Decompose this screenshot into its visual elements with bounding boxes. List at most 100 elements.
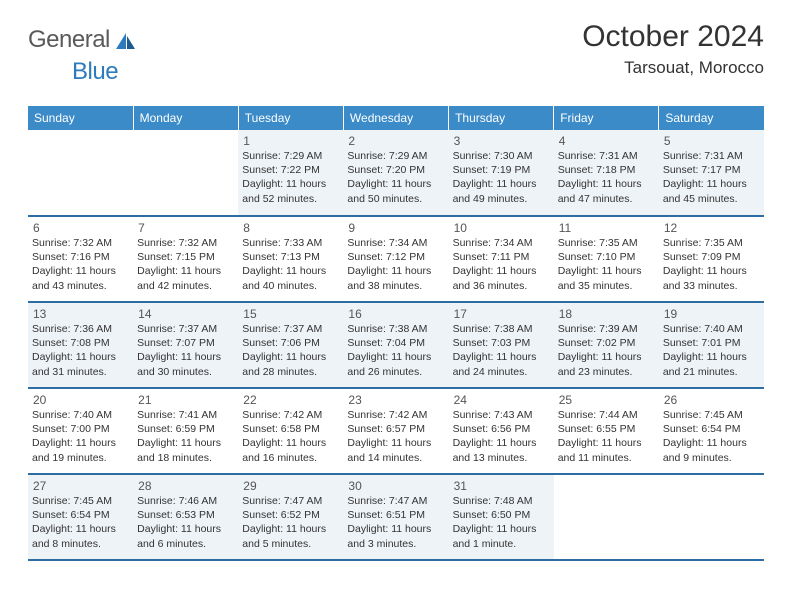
day-line: and 16 minutes. [242,451,337,465]
weekday-header: Sunday [28,106,133,130]
day-line: Sunset: 7:18 PM [558,163,653,177]
calendar-cell: 22Sunrise: 7:42 AMSunset: 6:58 PMDayligh… [238,388,343,474]
day-line: Sunset: 6:52 PM [242,508,337,522]
day-line: Daylight: 11 hours [137,264,232,278]
day-line: Sunrise: 7:41 AM [137,408,232,422]
day-line: and 43 minutes. [32,279,127,293]
calendar-cell: 1Sunrise: 7:29 AMSunset: 7:22 PMDaylight… [238,130,343,216]
day-line: and 42 minutes. [137,279,232,293]
day-number: 15 [240,305,339,322]
calendar-cell [28,130,133,216]
weekday-header: Tuesday [238,106,343,130]
day-line: Sunrise: 7:45 AM [32,494,127,508]
day-line: Sunset: 7:11 PM [453,250,548,264]
day-line: Daylight: 11 hours [453,522,548,536]
calendar-cell: 26Sunrise: 7:45 AMSunset: 6:54 PMDayligh… [659,388,764,474]
day-line: Daylight: 11 hours [663,436,758,450]
day-line: and 31 minutes. [32,365,127,379]
day-line: Sunrise: 7:35 AM [558,236,653,250]
day-content: Sunrise: 7:32 AMSunset: 7:16 PMDaylight:… [30,236,129,293]
day-line: Daylight: 11 hours [242,522,337,536]
day-line: Daylight: 11 hours [242,350,337,364]
day-number: 21 [135,391,234,408]
day-content: Sunrise: 7:41 AMSunset: 6:59 PMDaylight:… [135,408,234,465]
day-number: 2 [345,132,444,149]
location: Tarsouat, Morocco [582,58,764,78]
calendar-cell: 28Sunrise: 7:46 AMSunset: 6:53 PMDayligh… [133,474,238,560]
day-number: 27 [30,477,129,494]
calendar-week-row: 6Sunrise: 7:32 AMSunset: 7:16 PMDaylight… [28,216,764,302]
calendar-cell: 12Sunrise: 7:35 AMSunset: 7:09 PMDayligh… [659,216,764,302]
weekday-header: Saturday [659,106,764,130]
day-line: Sunset: 7:04 PM [347,336,442,350]
calendar-cell: 8Sunrise: 7:33 AMSunset: 7:13 PMDaylight… [238,216,343,302]
day-content: Sunrise: 7:38 AMSunset: 7:04 PMDaylight:… [345,322,444,379]
day-line: Daylight: 11 hours [663,350,758,364]
day-line: Sunset: 7:22 PM [242,163,337,177]
day-number: 10 [451,219,550,236]
day-line: Sunset: 7:19 PM [453,163,548,177]
day-content: Sunrise: 7:31 AMSunset: 7:17 PMDaylight:… [661,149,760,206]
day-line: Sunrise: 7:37 AM [137,322,232,336]
day-content: Sunrise: 7:29 AMSunset: 7:22 PMDaylight:… [240,149,339,206]
day-content: Sunrise: 7:42 AMSunset: 6:57 PMDaylight:… [345,408,444,465]
day-line: Sunrise: 7:38 AM [453,322,548,336]
calendar-cell: 19Sunrise: 7:40 AMSunset: 7:01 PMDayligh… [659,302,764,388]
calendar-cell: 4Sunrise: 7:31 AMSunset: 7:18 PMDaylight… [554,130,659,216]
day-line: and 52 minutes. [242,192,337,206]
day-line: and 8 minutes. [32,537,127,551]
day-line: and 50 minutes. [347,192,442,206]
day-line: and 13 minutes. [453,451,548,465]
day-content: Sunrise: 7:40 AMSunset: 7:01 PMDaylight:… [661,322,760,379]
day-content: Sunrise: 7:43 AMSunset: 6:56 PMDaylight:… [451,408,550,465]
day-line: and 38 minutes. [347,279,442,293]
day-content: Sunrise: 7:36 AMSunset: 7:08 PMDaylight:… [30,322,129,379]
day-line: Daylight: 11 hours [558,350,653,364]
weekday-header-row: Sunday Monday Tuesday Wednesday Thursday… [28,106,764,130]
day-line: Sunset: 7:01 PM [663,336,758,350]
day-line: and 36 minutes. [453,279,548,293]
day-line: and 3 minutes. [347,537,442,551]
day-line: Daylight: 11 hours [137,522,232,536]
calendar-week-row: 1Sunrise: 7:29 AMSunset: 7:22 PMDaylight… [28,130,764,216]
day-line: Sunset: 6:51 PM [347,508,442,522]
day-line: Daylight: 11 hours [347,177,442,191]
day-content: Sunrise: 7:35 AMSunset: 7:09 PMDaylight:… [661,236,760,293]
calendar-cell: 30Sunrise: 7:47 AMSunset: 6:51 PMDayligh… [343,474,448,560]
calendar-cell: 13Sunrise: 7:36 AMSunset: 7:08 PMDayligh… [28,302,133,388]
day-line: and 49 minutes. [453,192,548,206]
day-line: Sunrise: 7:29 AM [347,149,442,163]
day-line: Daylight: 11 hours [137,436,232,450]
day-content: Sunrise: 7:38 AMSunset: 7:03 PMDaylight:… [451,322,550,379]
calendar-week-row: 13Sunrise: 7:36 AMSunset: 7:08 PMDayligh… [28,302,764,388]
day-line: and 28 minutes. [242,365,337,379]
day-line: and 5 minutes. [242,537,337,551]
day-number: 29 [240,477,339,494]
day-number: 25 [556,391,655,408]
day-line: Sunset: 7:07 PM [137,336,232,350]
day-number: 11 [556,219,655,236]
calendar-cell: 3Sunrise: 7:30 AMSunset: 7:19 PMDaylight… [449,130,554,216]
calendar-cell: 6Sunrise: 7:32 AMSunset: 7:16 PMDaylight… [28,216,133,302]
day-number: 31 [451,477,550,494]
day-line: Sunrise: 7:43 AM [453,408,548,422]
calendar-cell: 31Sunrise: 7:48 AMSunset: 6:50 PMDayligh… [449,474,554,560]
calendar-cell: 17Sunrise: 7:38 AMSunset: 7:03 PMDayligh… [449,302,554,388]
day-content: Sunrise: 7:33 AMSunset: 7:13 PMDaylight:… [240,236,339,293]
day-line: Daylight: 11 hours [347,264,442,278]
day-line: Daylight: 11 hours [347,350,442,364]
weekday-header: Thursday [449,106,554,130]
day-line: Sunset: 6:50 PM [453,508,548,522]
day-line: Sunrise: 7:42 AM [347,408,442,422]
day-line: Daylight: 11 hours [558,436,653,450]
day-number: 13 [30,305,129,322]
day-line: Sunset: 6:53 PM [137,508,232,522]
day-line: and 24 minutes. [453,365,548,379]
day-line: and 47 minutes. [558,192,653,206]
day-line: Sunset: 7:06 PM [242,336,337,350]
day-line: Sunrise: 7:37 AM [242,322,337,336]
day-line: Daylight: 11 hours [558,264,653,278]
day-line: and 45 minutes. [663,192,758,206]
day-line: Sunset: 7:15 PM [137,250,232,264]
day-line: and 23 minutes. [558,365,653,379]
